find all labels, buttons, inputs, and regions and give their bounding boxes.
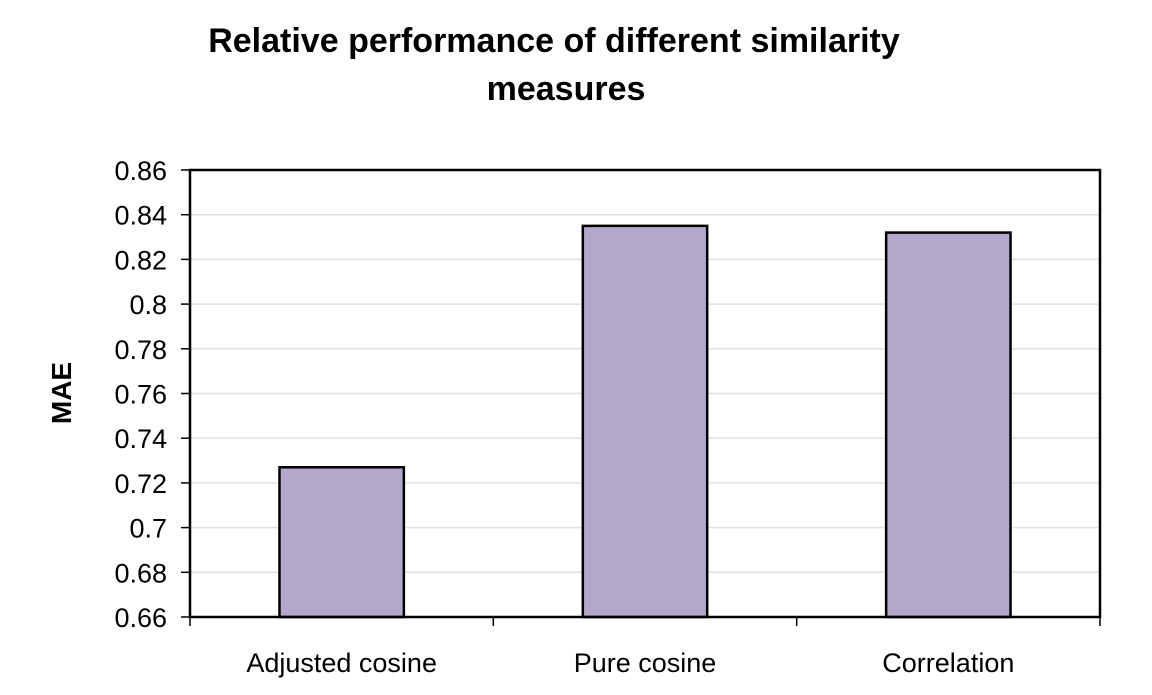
y-axis-ticks: 0.86 0.84 0.82 0.8 0.78 0.76 0.74 0.72 0.7 0.68 0.… xyxy=(114,156,190,633)
bar-adjusted-cosine xyxy=(278,466,406,619)
y-tick-label: 0.7 xyxy=(129,514,167,544)
y-tick-label: 0.74 xyxy=(114,424,167,454)
y-tick-label: 0.72 xyxy=(114,469,167,499)
x-tick-label: Pure cosine xyxy=(574,648,717,678)
bars xyxy=(278,224,1012,619)
y-tick-label: 0.66 xyxy=(114,603,167,633)
x-tick-label: Adjusted cosine xyxy=(246,648,437,678)
y-axis-label: MAE xyxy=(46,362,77,424)
y-tick-label: 0.84 xyxy=(114,201,167,231)
chart-title-line-1: Relative performance of different simila… xyxy=(208,22,900,60)
bar-correlation xyxy=(884,231,1012,619)
y-tick-label: 0.86 xyxy=(114,156,167,186)
y-tick-label: 0.68 xyxy=(114,558,167,588)
x-axis-ticks: Adjusted cosine Pure cosine Correlation xyxy=(189,617,1101,678)
chart-title-line-2: measures xyxy=(487,70,646,108)
y-tick-label: 0.78 xyxy=(114,335,167,365)
y-tick-label: 0.8 xyxy=(129,290,167,320)
y-tick-label: 0.82 xyxy=(114,245,167,275)
y-tick-label: 0.76 xyxy=(114,380,167,410)
bar-pure-cosine xyxy=(581,224,709,619)
x-tick-label: Correlation xyxy=(882,648,1014,678)
